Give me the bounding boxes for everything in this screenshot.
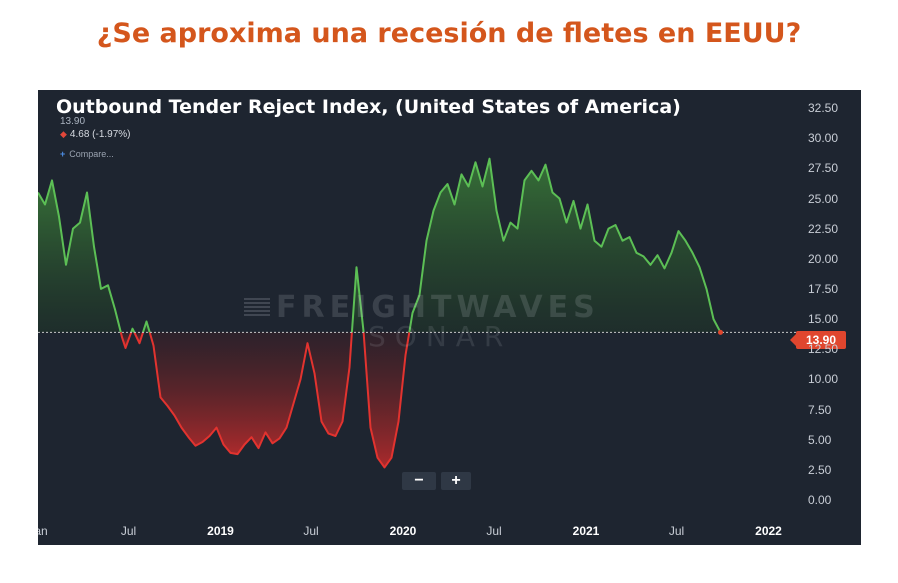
y-tick-label: 17.50 <box>808 281 839 296</box>
x-tick-label: 2020 <box>389 524 417 538</box>
y-tick-label: 25.00 <box>808 191 839 206</box>
area-above-8 <box>409 158 721 333</box>
chart-plot <box>38 157 798 469</box>
watermark-logo-icon <box>244 298 270 318</box>
x-tick-label: Jul <box>120 524 137 538</box>
change-readout: ◆ 4.68 (-1.97%) <box>60 129 131 140</box>
area-below-1 <box>120 332 132 348</box>
series-line-below-3 <box>133 331 144 345</box>
x-tick-label: Jul <box>303 524 319 538</box>
x-tick-label: 2021 <box>572 524 600 538</box>
area-below-5 <box>149 332 352 455</box>
compare-label: Compare... <box>69 149 114 159</box>
series-line-above-8 <box>408 157 722 333</box>
area-below-7 <box>363 332 410 468</box>
series-line-above-0 <box>38 179 122 333</box>
x-tick-label: Jul <box>486 524 502 538</box>
watermark: FREIGHTWAVES <box>244 290 600 325</box>
x-tick-label: Jan <box>38 524 48 538</box>
y-tick-label: 30.00 <box>808 131 839 146</box>
plus-icon: + <box>60 149 66 159</box>
y-tick-label: 2.50 <box>808 462 832 477</box>
compare-button[interactable]: + Compare... <box>60 149 114 159</box>
series-line-above-4 <box>142 320 151 333</box>
page-heading: ¿Se aproxima una recesión de fletes en E… <box>96 18 802 49</box>
y-tick-label: 5.00 <box>808 432 832 447</box>
series-line-below-5 <box>148 332 353 456</box>
series-line-above-2 <box>130 327 136 333</box>
last-point <box>718 329 723 335</box>
current-value: 13.90 <box>60 116 86 127</box>
down-arrow-icon: ◆ <box>60 129 67 139</box>
zoom-out-button[interactable]: − <box>402 472 436 490</box>
watermark-sub: SONAR <box>368 320 513 353</box>
y-tick-label: 20.00 <box>808 251 839 266</box>
y-tick-label: 32.50 <box>808 101 839 116</box>
y-tick-label: 22.50 <box>808 221 839 236</box>
y-tick-label: 0.00 <box>808 492 832 507</box>
x-tick-label: 2022 <box>755 524 782 538</box>
area-above-0 <box>38 180 121 333</box>
chart-title: Outbound Tender Reject Index, (United St… <box>56 96 681 118</box>
zoom-in-button[interactable]: + <box>441 472 471 490</box>
series-line-below-1 <box>119 331 133 349</box>
y-tick-label: 15.00 <box>808 312 839 327</box>
y-tick-label: 7.50 <box>808 402 832 417</box>
y-tick-label: 10.00 <box>808 372 839 387</box>
series-line-above-6 <box>350 266 365 333</box>
change-text: 4.68 (-1.97%) <box>69 129 131 140</box>
y-tick-label: 27.50 <box>808 161 839 176</box>
x-tick-label: 2019 <box>207 524 234 538</box>
chart-panel: FREIGHTWAVES SONAR Outbound Tender Rejec… <box>38 90 861 545</box>
series-line-below-7 <box>362 332 411 469</box>
x-tick-label: Jul <box>668 524 685 538</box>
area-above-6 <box>351 267 364 333</box>
last-value-badge: 13.90 <box>790 331 846 349</box>
y-tick-label: 12.50 <box>808 342 839 357</box>
